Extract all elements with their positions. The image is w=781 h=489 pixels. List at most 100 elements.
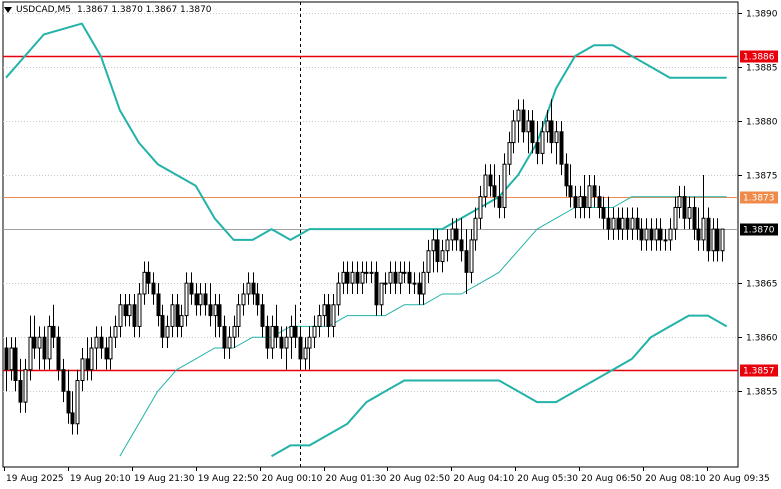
candle-body xyxy=(270,325,275,349)
candle-body xyxy=(227,336,232,349)
candle-body xyxy=(540,131,545,154)
candle-body xyxy=(293,325,298,338)
candle xyxy=(379,282,384,316)
candle-body xyxy=(312,325,317,338)
candle-body xyxy=(440,250,445,263)
candle-body xyxy=(644,228,649,241)
candle xyxy=(350,261,355,294)
candle-body xyxy=(658,228,663,241)
x-tick-label: 19 Aug 22:50 xyxy=(198,474,259,484)
candle xyxy=(326,293,331,338)
candle-body xyxy=(526,120,531,133)
candle-body xyxy=(317,315,322,327)
candle-body xyxy=(654,228,659,241)
candle xyxy=(450,218,455,251)
candle xyxy=(701,175,706,251)
candle-body xyxy=(279,336,284,349)
candle xyxy=(616,207,621,240)
candle-body xyxy=(336,282,341,306)
candle xyxy=(293,304,298,349)
candle xyxy=(355,261,360,294)
candle xyxy=(364,261,369,284)
level-tag-resistance xyxy=(740,50,778,63)
candle xyxy=(61,358,66,403)
candle-body xyxy=(66,390,71,414)
candle-body xyxy=(350,271,355,284)
candle xyxy=(692,196,697,240)
candle xyxy=(516,99,521,143)
candle xyxy=(127,293,132,327)
candle-body xyxy=(184,282,189,317)
candle xyxy=(374,261,379,316)
candle-body xyxy=(488,174,493,187)
candle-body xyxy=(663,239,668,242)
bollinger-middle-band xyxy=(119,196,727,457)
candle-body xyxy=(70,412,75,425)
candle xyxy=(696,207,701,251)
candle xyxy=(13,337,18,392)
candle-body xyxy=(170,304,175,327)
candle xyxy=(232,315,237,349)
candle-body xyxy=(521,109,526,133)
candle-body xyxy=(156,293,161,317)
candle xyxy=(720,228,725,262)
candle-body xyxy=(412,282,417,285)
candle xyxy=(644,218,649,251)
y-axis-labels: 1.38901.38851.38801.38751.38651.38601.38… xyxy=(738,10,778,398)
candle-body xyxy=(265,325,270,349)
candle-body xyxy=(720,228,725,252)
x-tick-label: 20 Aug 02:50 xyxy=(389,474,450,484)
level-tag-label: 1.3886 xyxy=(743,53,775,63)
candle-body xyxy=(326,304,331,327)
candle-body xyxy=(706,217,711,252)
candle-body xyxy=(393,271,398,284)
candle xyxy=(108,326,113,370)
y-tick-label: 1.3865 xyxy=(746,280,778,290)
candle xyxy=(274,304,279,349)
candle-body xyxy=(307,336,312,349)
candle xyxy=(28,315,33,381)
candle xyxy=(194,283,199,316)
candle xyxy=(383,272,388,294)
candle-body xyxy=(383,282,388,285)
candle xyxy=(606,196,611,240)
x-tick-label: 19 Aug 21:30 xyxy=(134,474,195,484)
candle xyxy=(578,185,583,219)
candle xyxy=(639,218,644,251)
x-tick-label: 19 Aug 2025 xyxy=(6,474,64,484)
y-tick-label: 1.3860 xyxy=(746,334,778,344)
candle-body xyxy=(56,336,61,371)
dropdown-triangle-icon[interactable] xyxy=(4,7,12,13)
y-tick-label: 1.3855 xyxy=(746,388,778,398)
level-tags: 1.3886 1.3873 1.3870 1.3857 xyxy=(740,50,778,377)
candle xyxy=(677,185,682,219)
candle xyxy=(673,196,678,240)
candle-body xyxy=(360,271,365,284)
candle-body xyxy=(445,239,450,252)
candle-body xyxy=(118,304,123,327)
candle xyxy=(322,293,327,327)
candle-body xyxy=(217,304,222,327)
candle xyxy=(336,272,341,316)
candle-body xyxy=(189,282,194,295)
candle xyxy=(170,293,175,338)
candle xyxy=(483,164,488,208)
candle-body xyxy=(274,325,279,338)
candle xyxy=(312,315,317,349)
candle-body xyxy=(37,336,42,349)
candle xyxy=(37,326,42,370)
candle-body xyxy=(417,282,422,295)
level-tag-label: 1.3870 xyxy=(743,226,775,236)
y-tick-label: 1.3885 xyxy=(746,64,778,74)
candle xyxy=(189,272,194,305)
candle-body xyxy=(559,131,564,165)
candle-body xyxy=(649,228,654,241)
candle-body xyxy=(473,217,478,241)
bollinger-lower-band xyxy=(271,314,728,458)
candle xyxy=(307,326,312,370)
candle xyxy=(75,369,80,435)
candle xyxy=(51,304,56,349)
candle xyxy=(165,315,170,349)
candle xyxy=(445,229,450,262)
